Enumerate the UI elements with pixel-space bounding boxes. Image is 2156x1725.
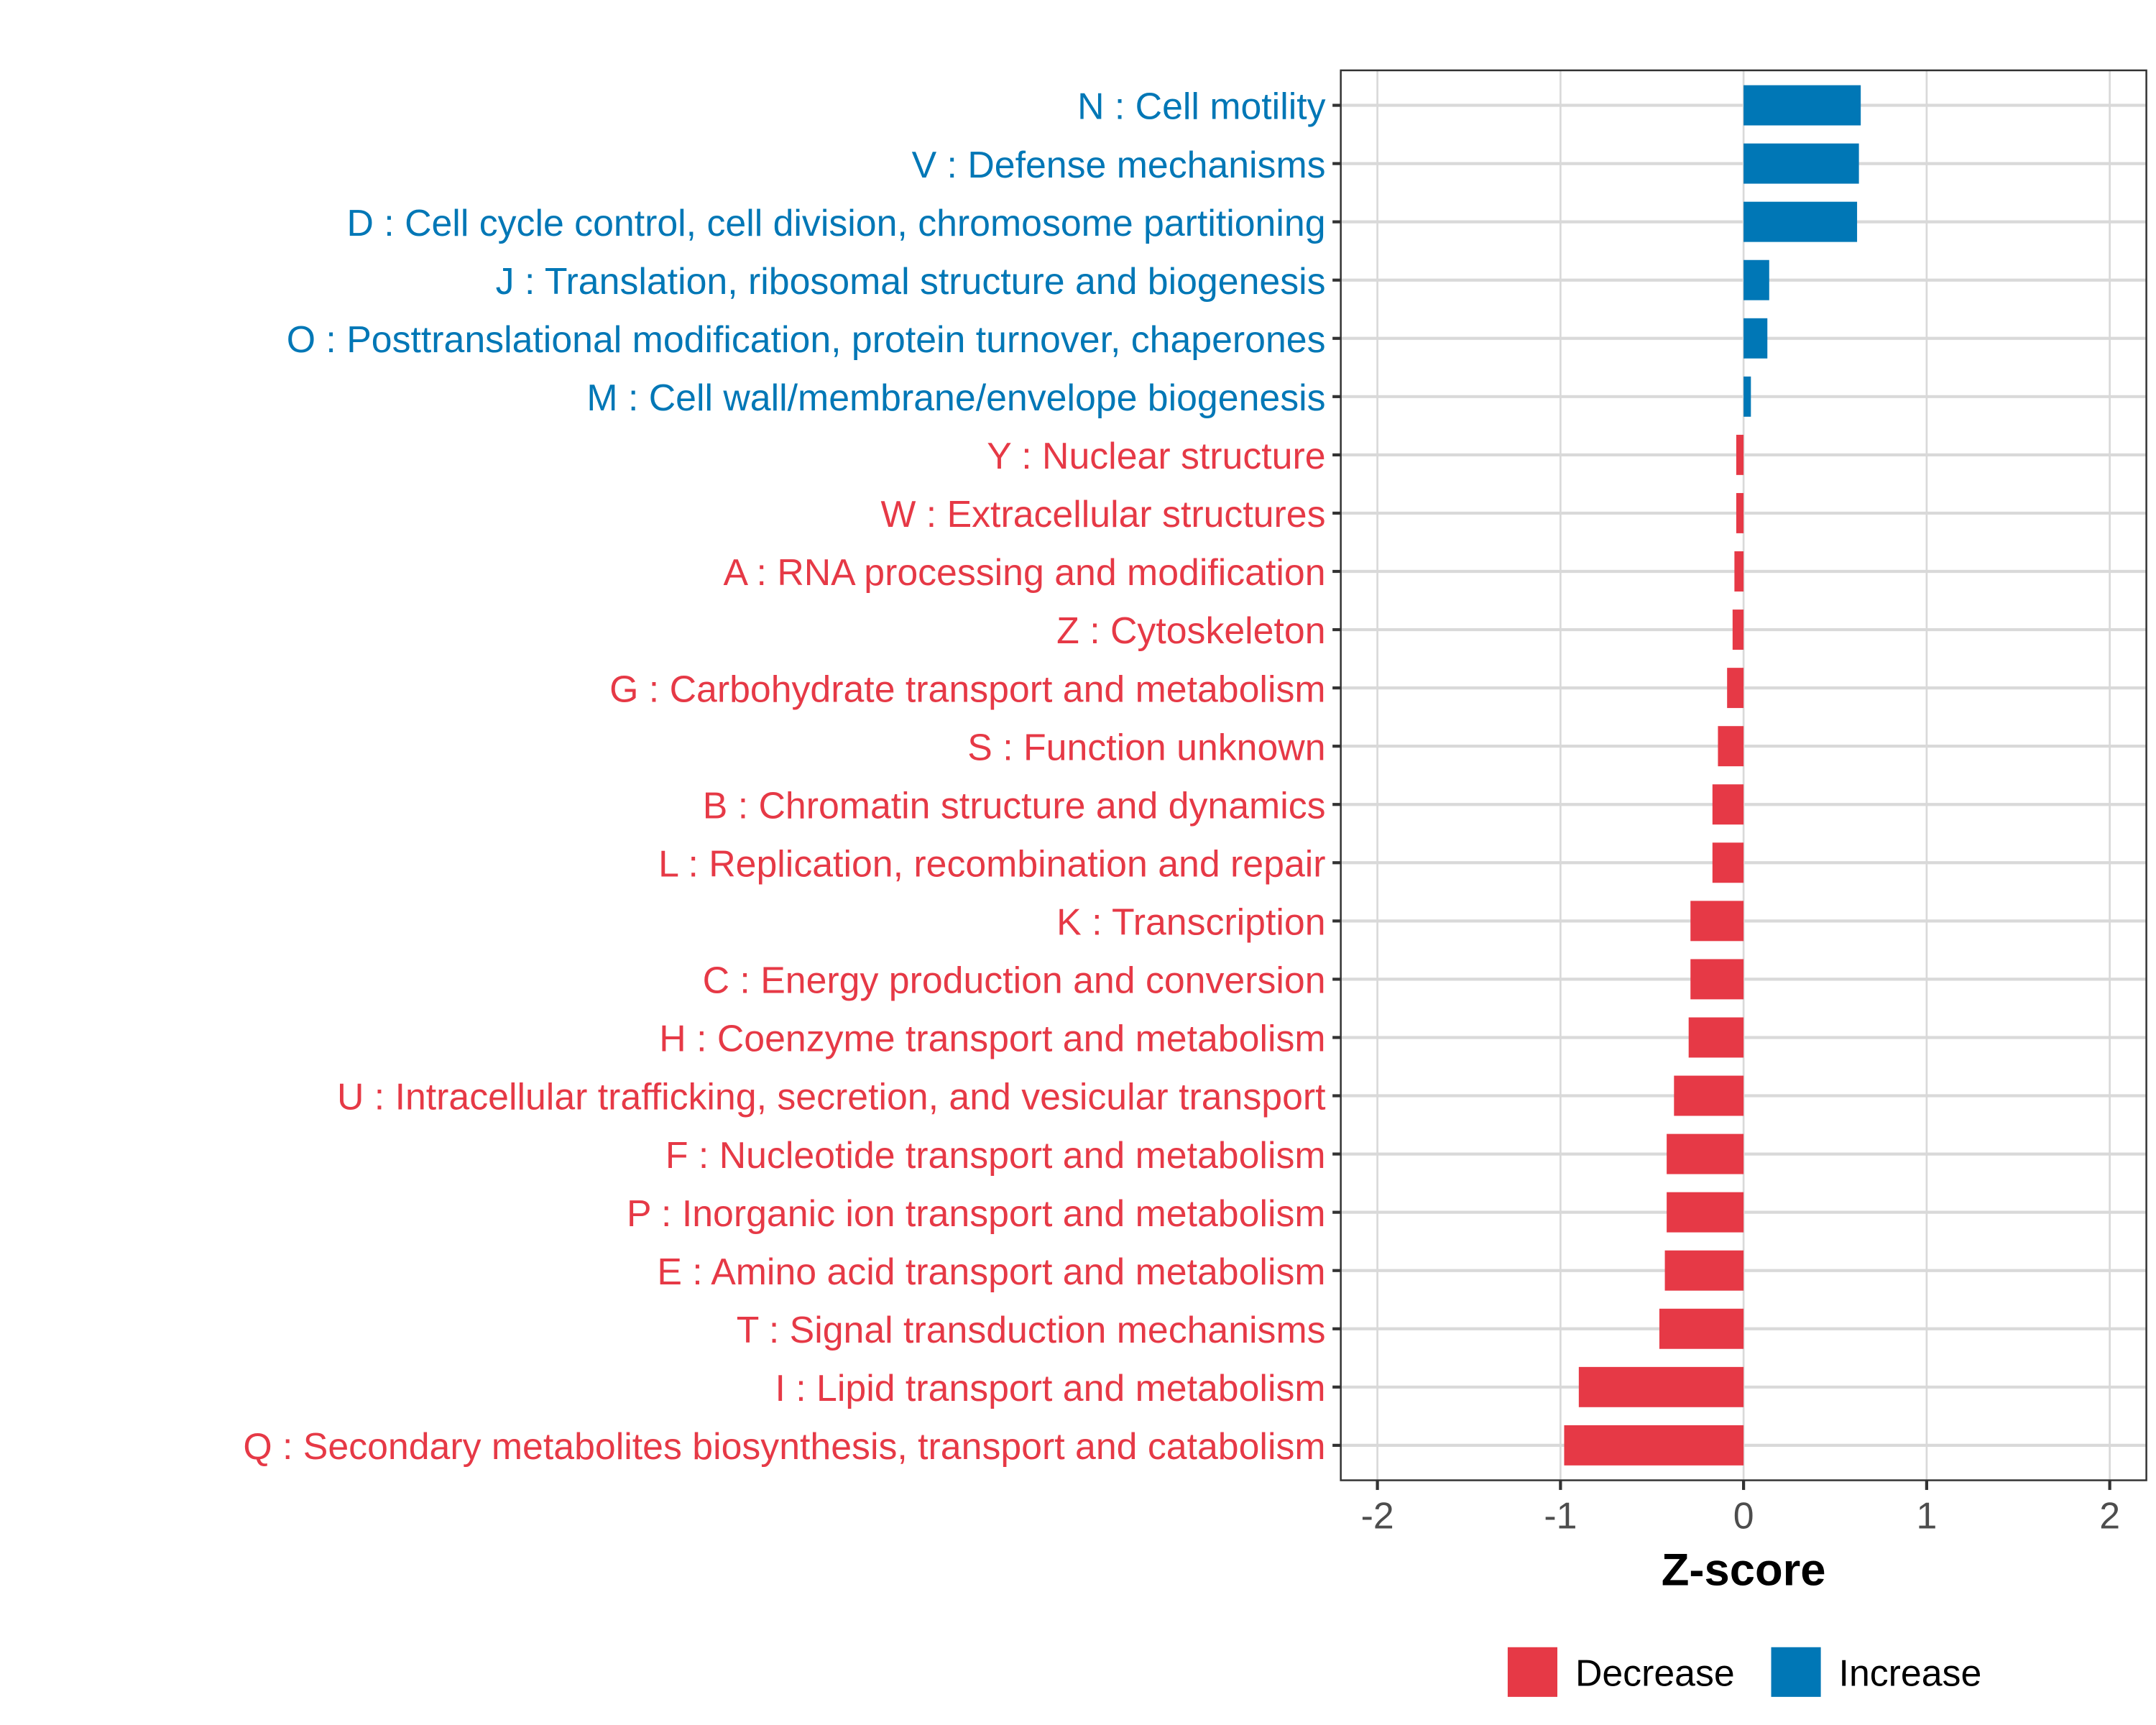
bar [1667, 1192, 1744, 1233]
bar [1712, 784, 1744, 825]
legend-label-decrease: Decrease [1575, 1652, 1735, 1694]
y-tick-label: G : Carbohydrate transport and metabolis… [609, 668, 1325, 709]
bar [1674, 1075, 1744, 1116]
bar [1743, 85, 1861, 126]
bar [1667, 1133, 1744, 1174]
y-tick-label: J : Translation, ribosomal structure and… [496, 260, 1326, 302]
y-tick-label: O : Posttranslational modification, prot… [287, 318, 1326, 360]
bar [1564, 1425, 1744, 1466]
bar [1743, 318, 1768, 359]
y-tick-label: I : Lipid transport and metabolism [775, 1367, 1325, 1409]
y-tick-label: E : Amino acid transport and metabolism [657, 1251, 1325, 1292]
legend: Decrease Increase [1507, 1647, 1982, 1697]
y-tick-label: L : Replication, recombination and repai… [658, 842, 1325, 884]
bar [1578, 1366, 1744, 1407]
y-tick-label: K : Transcription [1056, 901, 1325, 943]
bar [1743, 376, 1751, 417]
y-tick-label: A : RNA processing and modification [723, 551, 1325, 593]
y-tick-label: M : Cell wall/membrane/envelope biogenes… [586, 377, 1325, 418]
bar [1736, 434, 1744, 475]
bar-layer [1564, 85, 1861, 1466]
legend-swatch-decrease [1507, 1647, 1558, 1697]
bar [1664, 1250, 1744, 1291]
y-tick-label: W : Extracellular structures [881, 493, 1326, 535]
bar [1743, 259, 1769, 300]
y-tick-label: Q : Secondary metabolites biosynthesis, … [243, 1425, 1325, 1467]
y-tick-label: T : Signal transduction mechanisms [737, 1309, 1326, 1351]
y-tick-label: H : Coenzyme transport and metabolism [659, 1018, 1325, 1059]
x-tick-label: -2 [1361, 1495, 1394, 1537]
y-tick-label: F : Nucleotide transport and metabolism [665, 1134, 1326, 1176]
y-tick-label: Y : Nuclear structure [987, 435, 1325, 477]
legend-label-increase: Increase [1839, 1652, 1982, 1694]
bar [1736, 492, 1744, 533]
x-axis-title: Z-score [1662, 1545, 1826, 1595]
bar [1690, 959, 1744, 1000]
legend-swatch-increase [1771, 1647, 1821, 1697]
y-tick-label: P : Inorganic ion transport and metaboli… [627, 1192, 1325, 1234]
bar [1734, 551, 1744, 592]
x-tick-label: 1 [1916, 1495, 1937, 1537]
y-tick-label: D : Cell cycle control, cell division, c… [346, 202, 1325, 244]
bar [1718, 726, 1744, 767]
y-tick-label: S : Function unknown [967, 726, 1325, 768]
y-axis: N : Cell motility V : Defense mechanisms D… [243, 86, 1341, 1467]
x-tick-label: 0 [1733, 1495, 1754, 1537]
y-tick-label: V : Defense mechanisms [912, 144, 1326, 185]
x-axis: -2 -1 0 1 2 [1361, 1480, 2120, 1537]
y-tick-label: N : Cell motility [1077, 86, 1326, 127]
bar [1743, 143, 1859, 184]
y-tick-label: C : Energy production and conversion [703, 960, 1326, 1001]
y-tick-label: B : Chromatin structure and dynamics [703, 784, 1326, 826]
bar [1732, 610, 1744, 650]
bar [1690, 901, 1744, 942]
x-tick-label: 2 [2099, 1495, 2120, 1537]
bar [1659, 1308, 1744, 1349]
bar [1712, 842, 1744, 883]
y-tick-label: Z : Cytoskeleton [1056, 610, 1325, 651]
x-tick-label: -1 [1544, 1495, 1577, 1537]
bar [1688, 1017, 1744, 1058]
bar [1743, 201, 1858, 242]
y-tick-label: U : Intracellular trafficking, secretion… [337, 1076, 1326, 1118]
bar [1727, 668, 1744, 709]
